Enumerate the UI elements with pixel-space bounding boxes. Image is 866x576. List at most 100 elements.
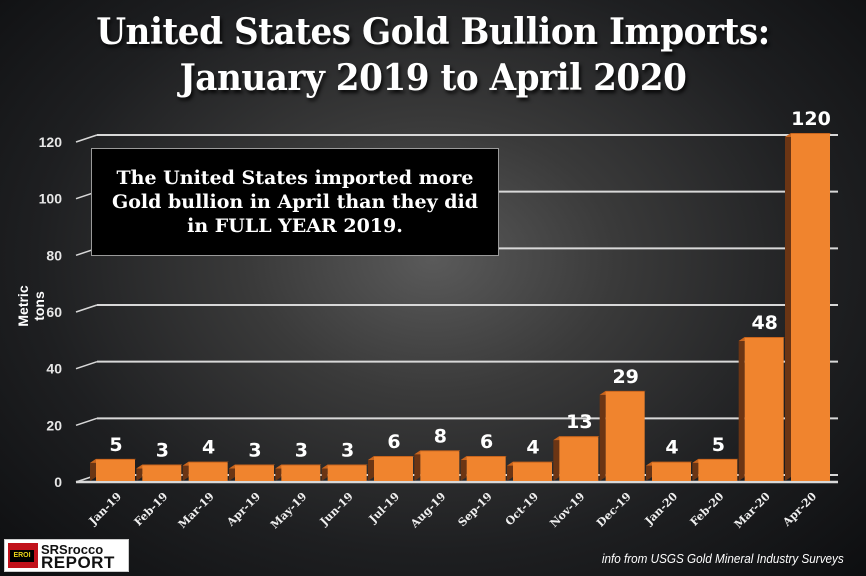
data-label: 5 (712, 434, 725, 456)
x-tick-label: Jul-19 (366, 490, 402, 526)
data-label: 120 (791, 108, 831, 130)
bar-front (605, 391, 645, 481)
bar-front (420, 451, 460, 481)
source-note: info from USGS Gold Mineral Industry Sur… (602, 551, 844, 566)
bar-front (744, 338, 784, 481)
x-tick-label: Oct-19 (503, 490, 541, 528)
data-label: 29 (612, 366, 638, 388)
logo-badge: EROI (10, 550, 34, 562)
bar-side (460, 456, 467, 481)
bar (692, 458, 739, 481)
x-tick-label: Jan-19 (86, 490, 124, 528)
chart-title-line-2: January 2019 to April 2020 (179, 57, 687, 99)
gridline-depth (75, 134, 98, 143)
x-tick-label: Mar-19 (176, 490, 217, 531)
bars (90, 133, 831, 481)
y-tick-label: 20 (46, 417, 62, 433)
bar-side (321, 464, 328, 481)
data-label: 4 (665, 437, 678, 459)
bar-side (275, 464, 282, 481)
data-label: 4 (526, 437, 539, 459)
x-tick-label: May-19 (268, 490, 309, 531)
callout-box: The United States imported more Gold bul… (91, 148, 499, 256)
gridline-depth (75, 360, 98, 370)
bar (507, 461, 553, 481)
x-tick-label: Apr-20 (780, 490, 820, 530)
y-tick-label: 0 (54, 474, 62, 490)
y-axis-label: Metric tons (15, 285, 47, 327)
bar-front (698, 459, 738, 481)
bar-front (559, 437, 599, 481)
bar (275, 464, 322, 481)
x-tick-label: Jan-20 (642, 490, 681, 529)
bar (321, 464, 368, 481)
y-tick-label: 40 (46, 361, 62, 377)
data-label: 4 (202, 437, 215, 459)
bar (90, 458, 136, 481)
bar (646, 461, 692, 481)
x-tick-label: Sep-19 (456, 490, 495, 529)
gridline-depth (75, 304, 98, 313)
bar-side (553, 436, 560, 481)
bar-side (90, 458, 96, 481)
y-tick-labels: 0 20 40 60 80 100 120 (39, 134, 63, 490)
gridline-depth (75, 417, 98, 427)
bar (785, 133, 831, 481)
data-label: 3 (341, 440, 354, 462)
bar (368, 456, 414, 481)
y-tick-label: 120 (39, 134, 63, 150)
bar-side (229, 464, 235, 481)
bar (738, 337, 785, 481)
bar-side (785, 133, 791, 481)
logo-line-2: REPORT (41, 552, 115, 572)
bar-side (692, 458, 699, 481)
bar (136, 464, 183, 481)
bar-front (374, 457, 413, 481)
x-tick-label: Nov-19 (547, 490, 587, 530)
bar-side (136, 464, 143, 481)
bar-side (599, 390, 606, 481)
bar (229, 464, 275, 481)
bar-front (466, 457, 506, 481)
data-label: 3 (156, 440, 169, 462)
bar-front (96, 459, 135, 481)
x-tick-labels: Jan-19 Feb-19 Mar-19 Apr-19 May-19 Jun-19 Jul-… (86, 490, 820, 532)
bar (414, 450, 461, 481)
bar-side (368, 456, 374, 481)
bar-side (182, 461, 189, 481)
data-label: 13 (566, 411, 592, 433)
us-map-icon: EROI (8, 543, 38, 568)
y-tick-label: 100 (39, 191, 63, 207)
bar (553, 436, 600, 481)
x-tick-label: Feb-19 (132, 490, 171, 529)
bar-front (327, 465, 367, 481)
data-label: 6 (480, 431, 493, 453)
x-tick-label: Mar-20 (732, 490, 773, 531)
y-tick-label: 80 (46, 247, 62, 263)
bar-front (235, 465, 274, 481)
x-tick-label: Dec-19 (594, 490, 634, 530)
bar-side (414, 450, 421, 481)
chart-title-line-1: United States Gold Bullion Imports: (96, 11, 770, 53)
bar (599, 390, 646, 481)
data-label: 3 (295, 440, 308, 462)
bar-front (513, 462, 552, 481)
bar (460, 456, 507, 481)
data-label: 3 (248, 440, 261, 462)
bar (182, 461, 229, 481)
bar-side (646, 461, 652, 481)
x-tick-label: Apr-19 (224, 490, 264, 530)
bar-side (507, 461, 513, 481)
y-tick-label: 60 (46, 304, 62, 320)
logo-line-1: SRSrocco (41, 541, 104, 557)
bar-front (652, 462, 691, 481)
srsrocco-logo: EROI SRSrocco REPORT (4, 539, 129, 572)
data-label: 48 (751, 312, 777, 334)
bar-front (188, 462, 228, 481)
bar-front (281, 465, 321, 481)
data-label: 6 (387, 431, 400, 453)
x-tick-label: Aug-19 (407, 490, 448, 531)
bar-front (142, 465, 182, 481)
